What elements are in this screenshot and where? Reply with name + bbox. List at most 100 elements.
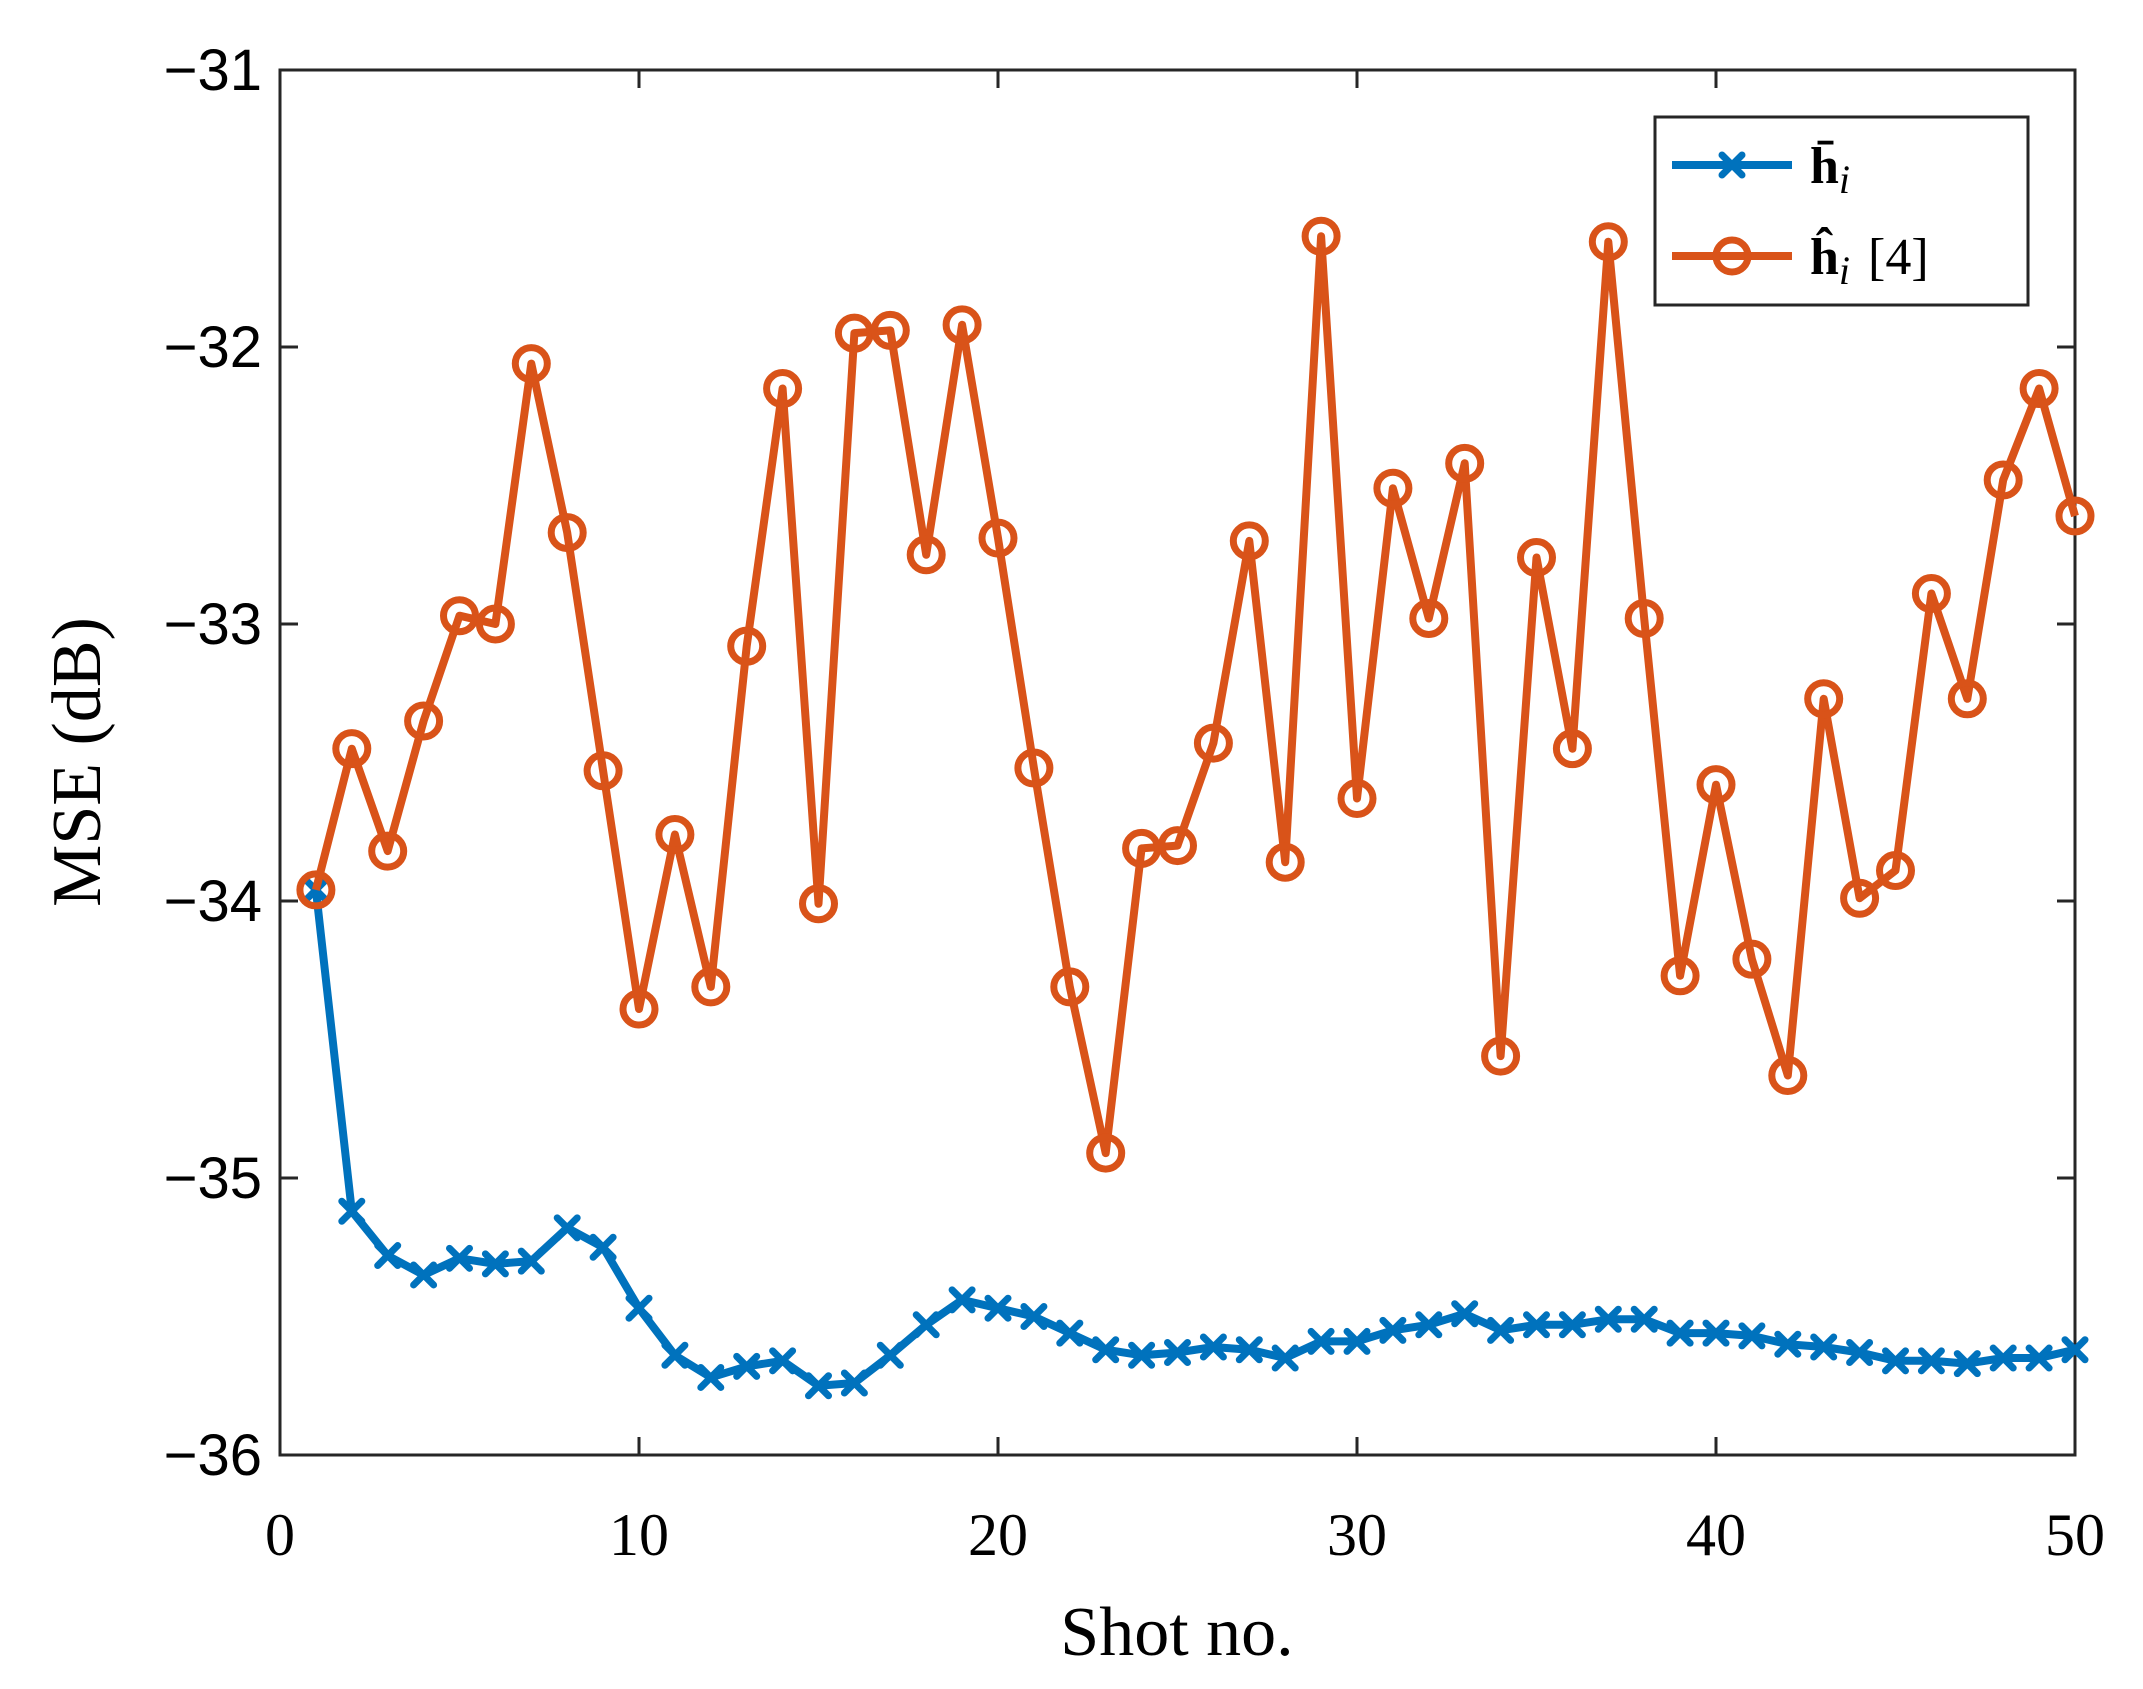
- data-point: [553, 1214, 581, 1242]
- data-point: [440, 596, 479, 636]
- y-tick-label: −33: [164, 592, 262, 657]
- data-point: [1810, 1333, 1838, 1361]
- data-point: [733, 1352, 761, 1380]
- marker-stroke: [661, 1341, 689, 1369]
- marker-stroke: [1451, 1300, 1479, 1328]
- marker-stroke: [1666, 1319, 1694, 1347]
- data-point: [1050, 967, 1090, 1007]
- marker-stroke: [1523, 1311, 1550, 1339]
- x-axis-label: Shot no.: [1060, 1594, 1293, 1671]
- data-point: [661, 1341, 689, 1369]
- x-tick-label: 30: [1327, 1502, 1387, 1568]
- marker-stroke: [1558, 1311, 1586, 1339]
- marker-stroke: [1056, 1319, 1084, 1347]
- marker-stroke: [1738, 1322, 1766, 1350]
- marker-stroke: [1199, 1333, 1227, 1361]
- data-point: [302, 876, 330, 904]
- marker-stroke: [2061, 1336, 2089, 1364]
- data-point: [410, 1261, 438, 1289]
- legend-label: ĥi [4]: [1810, 226, 1929, 293]
- data-point: [1265, 842, 1305, 882]
- data-point: [1882, 1347, 1909, 1375]
- data-point: [1594, 1305, 1622, 1333]
- data-point: [2025, 1344, 2053, 1372]
- data-point: [655, 815, 695, 855]
- data-point: [1337, 779, 1377, 819]
- data-point: [1947, 679, 1987, 719]
- data-point: [984, 1294, 1012, 1322]
- data-point: [727, 626, 767, 666]
- marker-stroke: [1882, 1347, 1909, 1375]
- y-tick-label: −36: [164, 1423, 262, 1488]
- data-point: [1199, 1333, 1227, 1361]
- marker-stroke: [302, 876, 330, 904]
- marker-stroke: [1128, 1341, 1156, 1369]
- data-point: [1558, 1311, 1586, 1339]
- marker-stroke: [1630, 1305, 1658, 1333]
- data-point: [840, 1369, 868, 1397]
- data-point: [1523, 1311, 1550, 1339]
- data-point: [1307, 1327, 1335, 1355]
- data-point: [912, 1311, 940, 1339]
- data-point: [332, 729, 372, 769]
- data-point: [1301, 216, 1341, 256]
- data-point: [481, 1250, 509, 1278]
- marker-stroke: [805, 1372, 832, 1400]
- data-point: [547, 513, 587, 553]
- x-tick-label: 10: [609, 1502, 669, 1568]
- data-point: [1164, 1339, 1191, 1367]
- data-point: [1702, 1319, 1730, 1347]
- data-point: [1014, 748, 1054, 788]
- y-tick-labels: −36 −35 −34 −33 −32 −31: [164, 38, 262, 1488]
- data-point: [1774, 1330, 1802, 1358]
- data-point: [2019, 369, 2059, 409]
- marker-stroke: [589, 1233, 617, 1261]
- data-point: [1666, 1319, 1694, 1347]
- marker-stroke: [769, 1347, 797, 1375]
- legend-box: [1653, 115, 2030, 307]
- data-point: [1517, 538, 1556, 578]
- data-point: [799, 884, 838, 924]
- legend-marker: [1712, 236, 1752, 276]
- data-point: [1630, 1305, 1658, 1333]
- data-point: [1552, 729, 1592, 769]
- data-point: [1122, 828, 1162, 868]
- data-point: [1481, 1036, 1521, 1076]
- legend-label: h̄i: [1810, 138, 1850, 202]
- marker-stroke: [1917, 1347, 1945, 1375]
- data-point: [834, 313, 874, 353]
- marker-stroke: [517, 1247, 545, 1275]
- data-point: [1158, 826, 1197, 866]
- marker-stroke: [1774, 1330, 1802, 1358]
- data-point: [978, 518, 1018, 558]
- marker-stroke: [1020, 1303, 1048, 1330]
- x-tick-label: 50: [2045, 1502, 2105, 1568]
- marker-stroke: [625, 1294, 653, 1322]
- data-point: [1983, 460, 2023, 500]
- data-point: [475, 604, 515, 644]
- marker-stroke: [1343, 1327, 1371, 1355]
- data-point: [1373, 468, 1413, 508]
- data-point: [769, 1347, 797, 1375]
- data-point: [805, 1372, 832, 1400]
- marker-stroke: [1594, 1305, 1622, 1333]
- data-point: [374, 1242, 402, 1270]
- data-point: [942, 305, 982, 345]
- data-point: [1588, 222, 1628, 262]
- data-point: [1876, 851, 1915, 891]
- y-tick-label: −31: [164, 38, 262, 103]
- data-point: [1379, 1316, 1407, 1344]
- data-point: [1696, 765, 1736, 805]
- marker-stroke: [984, 1294, 1012, 1322]
- data-point: [1911, 574, 1951, 614]
- data-point: [1738, 1322, 1766, 1350]
- series-h-hat: [296, 216, 2095, 1173]
- legend-entry-h-bar: h̄i: [1672, 138, 1850, 202]
- marker-stroke: [446, 1244, 473, 1272]
- data-point: [517, 1247, 545, 1275]
- series-h-bar: [302, 876, 2089, 1400]
- data-point: [1846, 1339, 1874, 1367]
- x-tick-label: 40: [1686, 1502, 1746, 1568]
- marker-stroke: [410, 1261, 438, 1289]
